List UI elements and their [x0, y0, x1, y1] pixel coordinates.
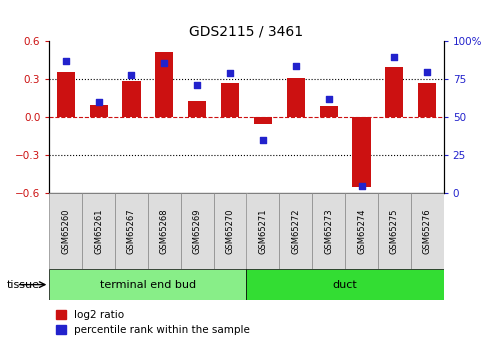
Bar	[246, 193, 280, 269]
Bar	[378, 193, 411, 269]
Bar	[345, 193, 378, 269]
Bar	[221, 83, 239, 117]
Bar	[418, 83, 436, 117]
Bar	[82, 193, 115, 269]
Text: GSM65276: GSM65276	[423, 208, 432, 254]
Text: GSM65275: GSM65275	[390, 208, 399, 254]
Point	[193, 83, 201, 88]
Text: GSM65260: GSM65260	[61, 208, 70, 254]
Text: GSM65270: GSM65270	[226, 208, 235, 254]
Bar	[188, 101, 206, 117]
Text: duct: duct	[333, 280, 357, 289]
Point	[423, 69, 431, 75]
Bar	[155, 51, 174, 117]
Point	[128, 72, 136, 78]
Text: GSM65267: GSM65267	[127, 208, 136, 254]
Bar	[90, 105, 107, 117]
Bar	[246, 269, 444, 300]
Bar	[287, 78, 305, 117]
Bar	[280, 193, 312, 269]
Text: GSM65261: GSM65261	[94, 208, 103, 254]
Title: GDS2115 / 3461: GDS2115 / 3461	[189, 25, 304, 39]
Bar	[122, 81, 141, 117]
Bar	[319, 106, 338, 117]
Text: GSM65269: GSM65269	[193, 208, 202, 254]
Text: GSM65274: GSM65274	[357, 208, 366, 254]
Bar	[213, 193, 246, 269]
Bar	[115, 193, 148, 269]
Bar	[181, 193, 213, 269]
Point	[95, 99, 103, 105]
Bar	[57, 72, 75, 117]
Text: GSM65272: GSM65272	[291, 208, 300, 254]
Text: GSM65268: GSM65268	[160, 208, 169, 254]
Point	[160, 60, 168, 66]
Point	[292, 63, 300, 68]
Bar	[49, 269, 247, 300]
Bar	[352, 117, 371, 187]
Bar	[411, 193, 444, 269]
Point	[390, 54, 398, 59]
Text: tissue: tissue	[6, 280, 39, 289]
Point	[325, 96, 333, 102]
Point	[259, 137, 267, 143]
Point	[226, 70, 234, 76]
Bar	[312, 193, 345, 269]
Bar	[148, 193, 181, 269]
Text: terminal end bud: terminal end bud	[100, 280, 196, 289]
Bar	[49, 193, 82, 269]
Text: GSM65273: GSM65273	[324, 208, 333, 254]
Point	[357, 183, 365, 188]
Legend: log2 ratio, percentile rank within the sample: log2 ratio, percentile rank within the s…	[55, 309, 251, 336]
Bar	[254, 117, 272, 124]
Bar	[386, 67, 403, 117]
Point	[62, 58, 70, 64]
Text: GSM65271: GSM65271	[258, 208, 267, 254]
